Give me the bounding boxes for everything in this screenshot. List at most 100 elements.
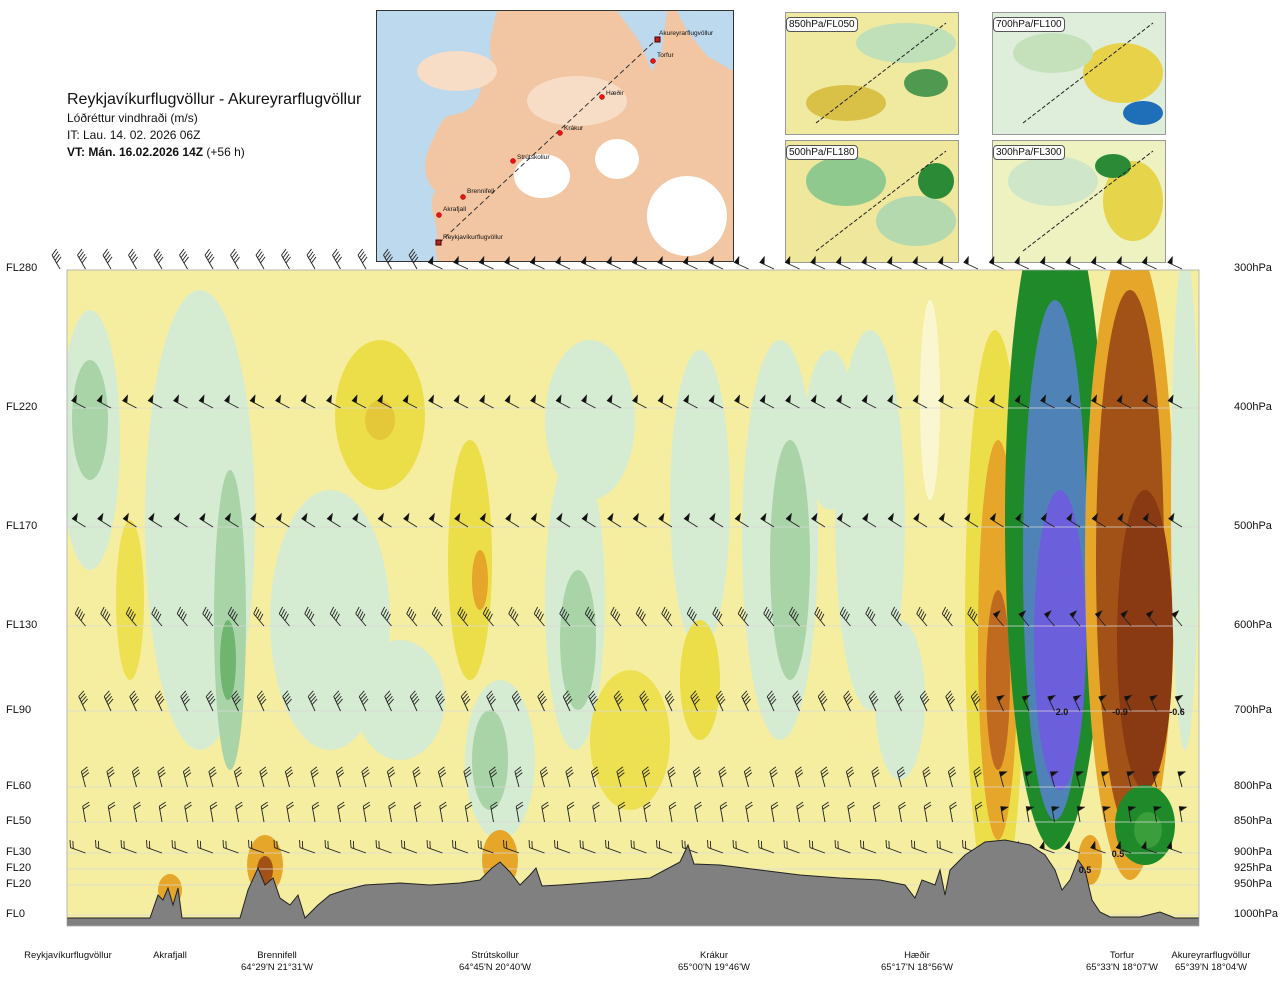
inset-map-image	[786, 13, 958, 134]
wind-barb	[785, 512, 800, 528]
wind-barb	[154, 690, 165, 712]
wind-barb	[763, 606, 775, 627]
wind-barb	[310, 766, 319, 788]
contour-region	[448, 440, 492, 680]
wind-barb	[657, 255, 673, 270]
wind-barb	[743, 766, 753, 788]
vertical-velocity-field	[67, 270, 1199, 910]
pressure-level-label: 925hPa	[1234, 862, 1272, 874]
wind-barb	[581, 512, 596, 528]
wind-barb	[439, 801, 447, 823]
wind-barb	[122, 512, 137, 528]
wind-barb	[796, 801, 804, 823]
wind-barb	[515, 801, 524, 823]
wind-barb	[947, 766, 957, 788]
wind-barb	[579, 839, 596, 854]
wind-barb	[249, 394, 265, 409]
wind-barb	[250, 512, 265, 528]
wind-barb	[718, 766, 727, 788]
wind-barb	[176, 606, 188, 627]
contour-region	[835, 330, 905, 710]
wind-barb	[817, 690, 828, 712]
wind-barb	[1116, 394, 1132, 409]
wind-barb	[590, 766, 600, 788]
wind-barb	[1094, 610, 1106, 627]
pressure-level-label: 500hPa	[1234, 520, 1272, 532]
wind-barb	[332, 248, 342, 270]
wind-barb	[996, 694, 1005, 712]
wind-barb	[209, 801, 218, 823]
wind-barb	[514, 766, 523, 788]
wind-barb	[457, 606, 469, 627]
wind-barb	[357, 248, 368, 270]
wind-barb	[337, 801, 345, 823]
location-label: Hæðir 65°17'N 18°56'W	[857, 950, 977, 974]
location-name: Krákur	[700, 950, 728, 961]
wind-barb	[732, 839, 749, 854]
contour-region	[116, 520, 144, 680]
wind-barb	[1149, 694, 1158, 712]
pressure-level-label: 850hPa	[1234, 815, 1272, 827]
contour-region	[680, 620, 720, 740]
wind-barb	[887, 394, 902, 409]
flight-level-label: FL220	[6, 401, 38, 413]
wind-barb	[490, 801, 498, 823]
wind-barb	[1047, 694, 1056, 712]
wind-barb	[158, 801, 167, 823]
wind-barbs	[52, 394, 1188, 854]
map-station-label: Strútskollur	[517, 154, 550, 161]
pressure-level-label: 600hPa	[1234, 619, 1272, 631]
wind-barb	[406, 606, 418, 627]
valid-time-lead: (+56 h)	[203, 145, 245, 159]
wind-barb	[147, 394, 163, 409]
wind-barb	[788, 606, 800, 627]
wind-barb	[71, 394, 86, 409]
wind-barb	[408, 248, 419, 270]
location-coordinates: 64°45'N 20°40'W	[459, 962, 531, 973]
wind-barb	[71, 512, 86, 528]
wind-barb	[435, 690, 445, 712]
wind-barb	[1015, 512, 1030, 528]
wind-barb	[100, 606, 112, 627]
contour-region	[220, 620, 236, 700]
wind-barb	[273, 839, 290, 854]
wind-barb	[734, 512, 749, 528]
wind-barb	[810, 394, 826, 409]
inset-label: 500hPa/FL180	[786, 145, 858, 160]
wind-barb	[307, 690, 318, 712]
map-station-label: Akrafjall	[443, 206, 467, 213]
wind-barb	[643, 801, 651, 823]
wind-barb	[635, 606, 647, 627]
wind-barb	[529, 255, 545, 270]
wind-barb	[916, 606, 928, 627]
wind-barb	[912, 394, 928, 409]
pressure-level-label: 400hPa	[1234, 401, 1272, 413]
wind-barb	[1076, 806, 1086, 823]
wind-barb	[128, 248, 138, 270]
wind-barb	[52, 691, 66, 711]
wind-barb	[299, 839, 316, 854]
wind-barb	[281, 248, 291, 270]
wind-barb	[352, 512, 367, 528]
wind-barb	[477, 839, 494, 854]
wind-barb	[616, 766, 625, 788]
wind-barb	[1123, 694, 1133, 712]
wind-barb	[938, 394, 953, 409]
pressure-level-label: 700hPa	[1234, 704, 1272, 716]
wind-barb	[936, 839, 953, 854]
wind-barb	[588, 690, 598, 712]
wind-barb	[511, 690, 522, 712]
contour-labels: 2.0 -0.9 -0.6 0.5 0.5	[1056, 707, 1185, 875]
wind-barb	[57, 802, 67, 822]
wind-barb	[814, 606, 826, 627]
wind-barb	[1065, 394, 1081, 409]
wind-barb	[171, 839, 188, 854]
wind-barb	[504, 394, 520, 409]
wind-barb	[664, 690, 675, 712]
wind-barb	[153, 248, 164, 270]
wind-barb	[707, 839, 724, 854]
location-coordinates: 65°00'N 19°46'W	[678, 962, 750, 973]
plot-area: 2.0 -0.9 -0.6 0.5 0.5	[52, 270, 1199, 926]
contour-value-label: 2.0	[1056, 707, 1069, 717]
wind-barb	[275, 512, 290, 528]
